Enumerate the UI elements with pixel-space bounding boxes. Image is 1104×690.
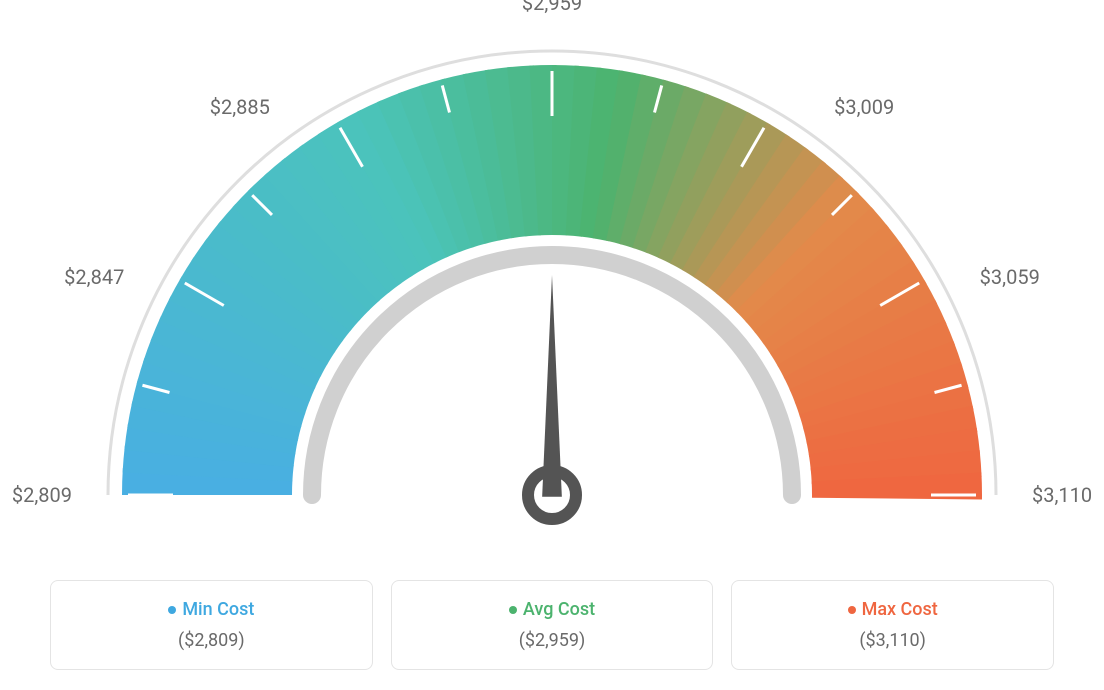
legend-label-max: Max Cost xyxy=(742,599,1043,620)
legend-label-avg: Avg Cost xyxy=(402,599,703,620)
legend-card-min: Min Cost ($2,809) xyxy=(50,580,373,670)
legend-card-avg: Avg Cost ($2,959) xyxy=(391,580,714,670)
gauge-tick-label: $2,809 xyxy=(12,483,72,507)
dot-icon xyxy=(168,606,176,614)
gauge-tick-label: $3,110 xyxy=(1032,483,1092,507)
legend-text: Min Cost xyxy=(182,599,254,620)
legend-text: Max Cost xyxy=(862,599,938,620)
legend-card-max: Max Cost ($3,110) xyxy=(731,580,1054,670)
legend-value-avg: ($2,959) xyxy=(402,630,703,651)
dot-icon xyxy=(848,606,856,614)
gauge-chart: $2,809 $2,847 $2,885 $2,959 $3,009 $3,059 $3,1… xyxy=(0,0,1104,570)
gauge-tick-label: $2,847 xyxy=(64,265,124,289)
legend-text: Avg Cost xyxy=(523,599,595,620)
legend-label-min: Min Cost xyxy=(61,599,362,620)
gauge-tick-label: $2,959 xyxy=(522,0,582,15)
dot-icon xyxy=(509,606,517,614)
gauge-tick-label: $3,059 xyxy=(980,265,1040,289)
legend-row: Min Cost ($2,809) Avg Cost ($2,959) Max … xyxy=(50,580,1054,670)
gauge-tick-label: $2,885 xyxy=(210,95,270,119)
gauge-svg xyxy=(0,0,1104,570)
legend-value-max: ($3,110) xyxy=(742,630,1043,651)
gauge-tick-label: $3,009 xyxy=(834,95,894,119)
legend-value-min: ($2,809) xyxy=(61,630,362,651)
